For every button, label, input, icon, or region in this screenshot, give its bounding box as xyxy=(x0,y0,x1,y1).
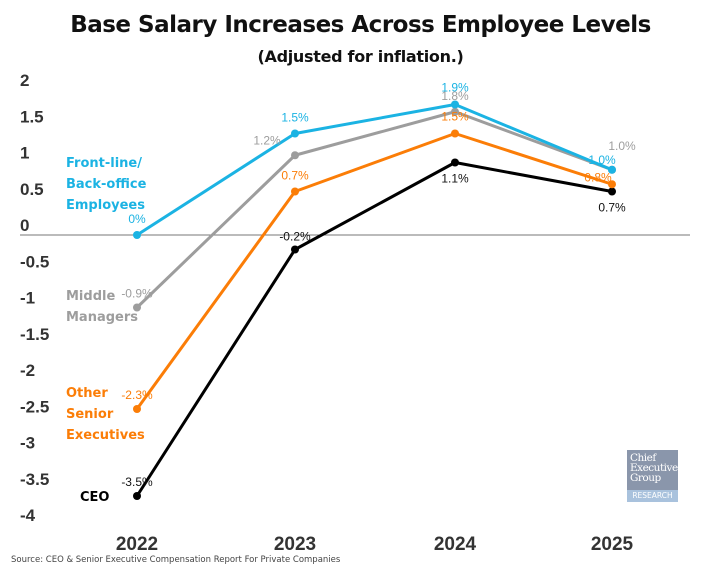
data-point xyxy=(608,180,616,189)
data-point xyxy=(291,187,299,196)
series-name-label: Managers xyxy=(66,310,138,325)
y-tick-label: -2.5 xyxy=(20,397,49,416)
data-label: 1.5% xyxy=(281,111,309,125)
data-label: 1.5% xyxy=(441,110,469,124)
data-label: -0.9% xyxy=(121,287,153,301)
data-point xyxy=(291,129,299,138)
y-tick-label: -2 xyxy=(20,361,35,380)
data-label: 1.0% xyxy=(588,153,616,167)
data-point xyxy=(451,158,459,167)
y-tick-label: -3 xyxy=(20,434,35,453)
data-point xyxy=(451,107,459,116)
x-tick-label: 2022 xyxy=(116,534,158,555)
y-tick-label: -1 xyxy=(20,289,35,308)
series-name-label: Middle xyxy=(66,289,115,304)
data-point xyxy=(608,187,616,196)
logo-line-2: Executive xyxy=(630,462,678,474)
y-tick-label: 1.5 xyxy=(20,107,44,126)
series-line-middle-managers xyxy=(135,110,613,309)
chief-executive-group-logo: Chief Executive Group RESEARCH xyxy=(627,450,678,502)
data-label: 1.2% xyxy=(253,133,281,147)
logo-line-1: Chief xyxy=(630,452,656,464)
chart-title: Base Salary Increases Across Employee Le… xyxy=(70,12,651,38)
data-point xyxy=(133,303,141,312)
data-label: 0.8% xyxy=(584,170,612,184)
source-note: Source: CEO & Senior Executive Compensat… xyxy=(11,555,341,565)
y-tick-label: -4 xyxy=(20,506,36,525)
data-point xyxy=(133,405,141,413)
y-tick-label: -0.5 xyxy=(20,252,49,271)
x-tick-label: 2025 xyxy=(591,534,634,555)
data-label: 0.7% xyxy=(598,201,626,215)
data-label: 1.0% xyxy=(608,139,636,153)
y-tick-label: -3.5 xyxy=(20,470,49,489)
logo-research-band: RESEARCH xyxy=(627,490,678,502)
y-tick-label: 2 xyxy=(20,71,29,90)
series-name-label: Senior xyxy=(66,407,114,422)
series-name-label: Back-office xyxy=(66,177,147,192)
series-line-ceo xyxy=(135,161,613,497)
data-label: 1.9% xyxy=(441,81,469,95)
data-label: -2.3% xyxy=(121,388,153,402)
data-label: 1.1% xyxy=(441,172,469,186)
x-tick-label: 2024 xyxy=(434,534,477,555)
series-name-label: Employees xyxy=(66,198,145,213)
series-line-other-senior-executives xyxy=(135,132,613,410)
data-point xyxy=(133,231,141,239)
series-name-label: Executives xyxy=(66,428,145,443)
data-point xyxy=(291,245,299,254)
data-point xyxy=(451,129,459,138)
series-name-label: Other xyxy=(66,386,108,401)
chart-subtitle: (Adjusted for inflation.) xyxy=(257,47,464,66)
data-label: 0.7% xyxy=(281,169,309,183)
y-tick-label: 0.5 xyxy=(20,180,44,199)
data-label: -3.5% xyxy=(121,475,153,489)
data-point xyxy=(608,165,616,174)
data-label: 0% xyxy=(128,212,146,226)
x-tick-label: 2023 xyxy=(274,534,316,555)
series-name-label: Front-line/ xyxy=(66,156,142,171)
logo-line-3: Group xyxy=(630,472,661,484)
y-tick-label: 1 xyxy=(20,144,29,163)
y-tick-label: -1.5 xyxy=(20,325,49,344)
data-label: 1.8% xyxy=(441,89,469,103)
y-tick-label: 0 xyxy=(20,216,29,235)
data-label: -0.2% xyxy=(279,230,311,244)
data-point xyxy=(133,492,141,500)
series-name-label: CEO xyxy=(80,490,109,505)
data-point xyxy=(451,100,459,109)
data-point xyxy=(291,151,299,160)
series-line-front-line-back-office-employees xyxy=(136,103,613,237)
